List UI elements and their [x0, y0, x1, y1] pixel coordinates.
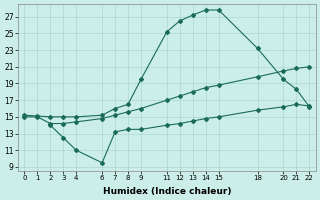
X-axis label: Humidex (Indice chaleur): Humidex (Indice chaleur) — [103, 187, 231, 196]
